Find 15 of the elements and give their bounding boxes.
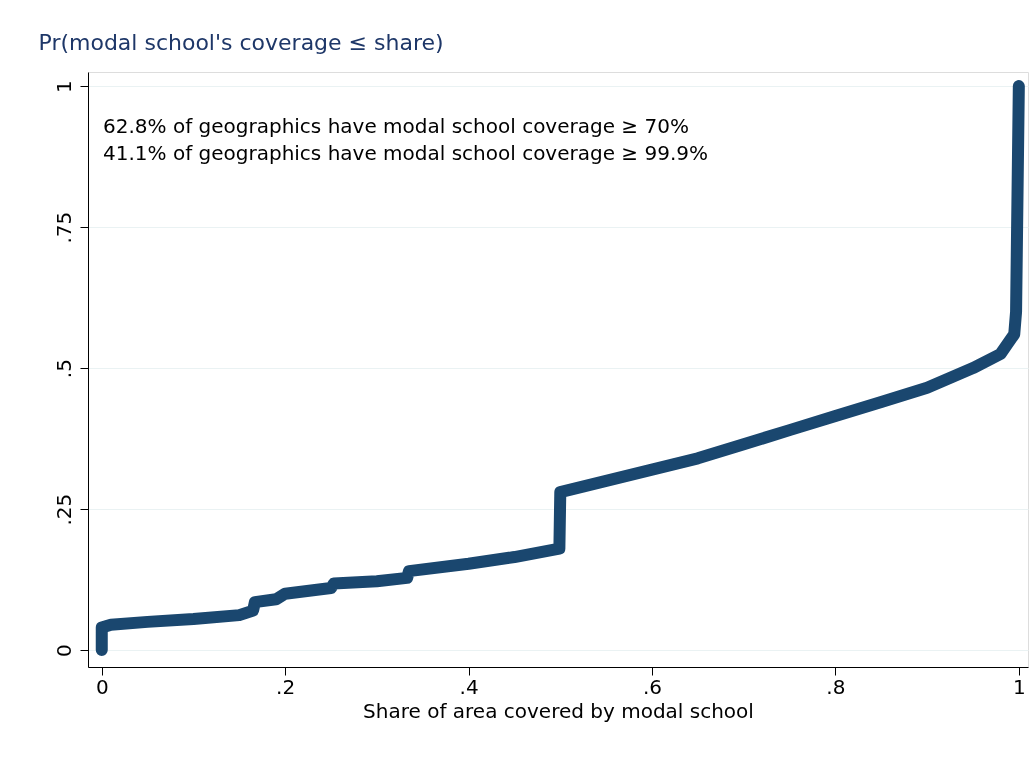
x-tick-label: 0 <box>95 674 109 699</box>
x-tick-label: .8 <box>826 674 846 699</box>
y-axis-title: Pr(modal school's coverage ≤ share) <box>38 29 444 55</box>
x-tick-label: .6 <box>642 674 663 699</box>
y-tick-label: .25 <box>51 493 76 526</box>
x-tick-label: .4 <box>459 674 479 699</box>
y-tick-label: .5 <box>51 359 76 379</box>
x-axis-title: Share of area covered by modal school <box>363 698 754 723</box>
annotation: 41.1% of geographics have modal school coverage ≥ 99.9% <box>103 141 708 165</box>
y-tick-label: .75 <box>51 211 76 244</box>
y-tick-label: 0 <box>51 644 76 657</box>
x-tick-label: .2 <box>276 674 296 699</box>
annotation: 62.8% of geographics have modal school coverage ≥ 70% <box>103 114 689 138</box>
x-tick-label: 1 <box>1012 674 1026 699</box>
y-tick-label: 1 <box>51 80 76 93</box>
